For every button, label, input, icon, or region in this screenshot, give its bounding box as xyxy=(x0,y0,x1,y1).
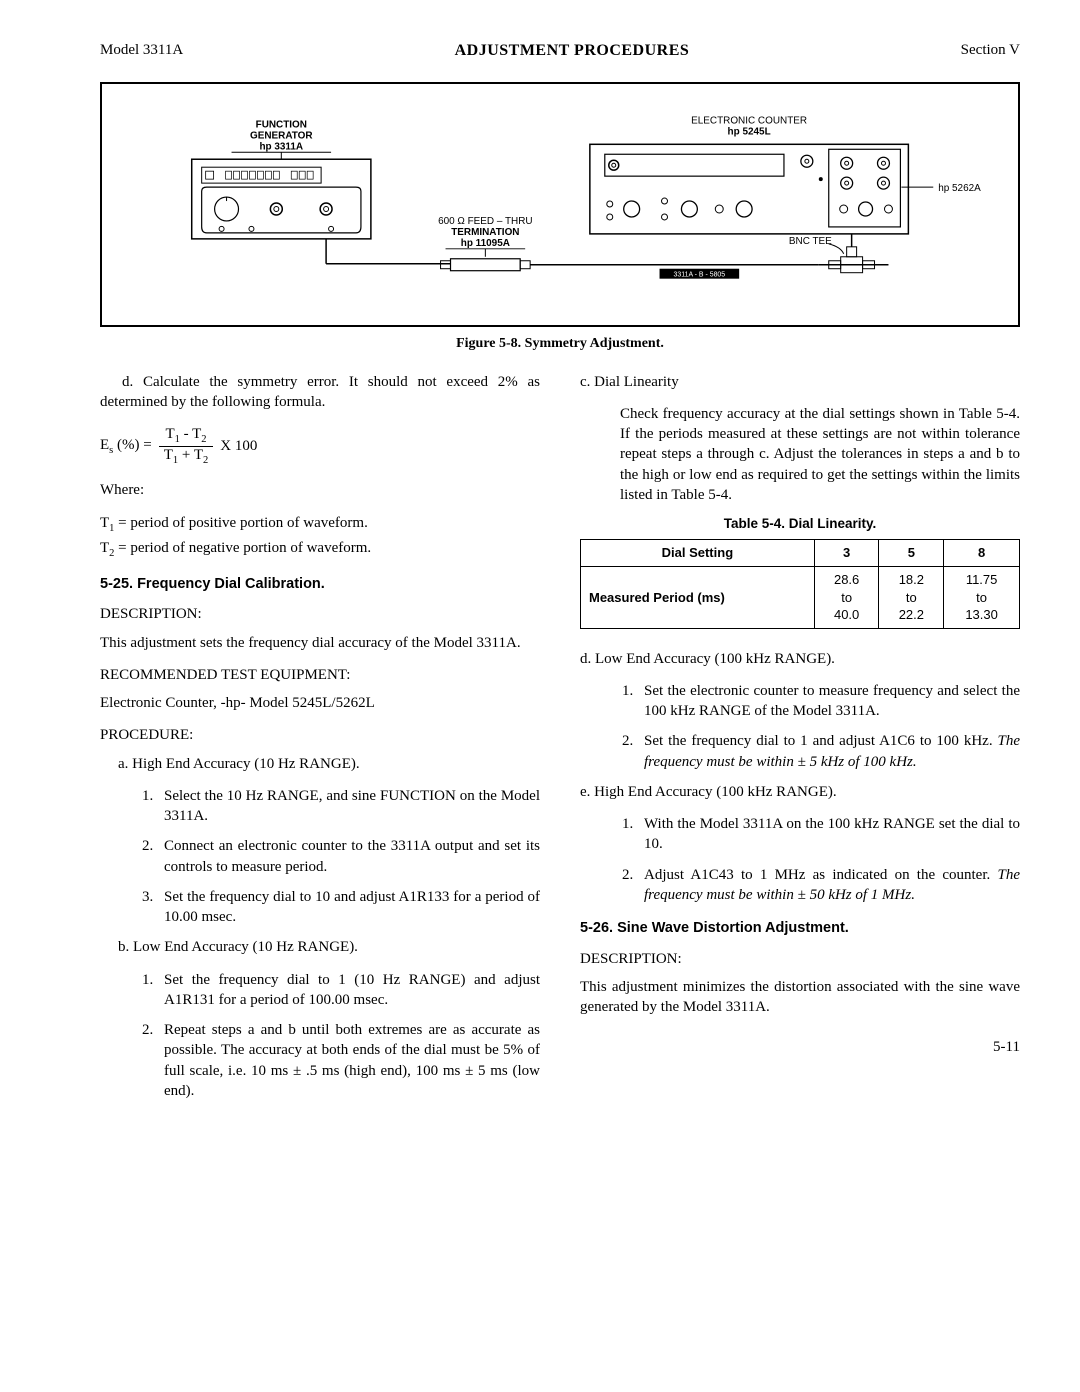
c3b: to xyxy=(976,590,987,605)
step-d2: 2. Set the frequency dial to 1 and adjus… xyxy=(622,731,1020,772)
step-a2: 2. Connect an electronic counter to the … xyxy=(142,836,540,877)
cell-8: 11.75 to 13.30 xyxy=(944,567,1020,629)
t2c: = period of negative portion of waveform… xyxy=(114,540,371,556)
where-label: Where: xyxy=(100,480,540,500)
fd: 2 xyxy=(201,434,206,445)
figure-caption: Figure 5-8. Symmetry Adjustment. xyxy=(100,335,1020,354)
fa: T xyxy=(165,426,174,442)
svg-text:600 Ω FEED – THRU: 600 Ω FEED – THRU xyxy=(438,216,533,227)
svg-text:BNC TEE: BNC TEE xyxy=(789,235,832,246)
pct: (%) = xyxy=(113,437,151,453)
header-left: Model 3311A xyxy=(100,40,183,62)
table-5-4-caption: Table 5-4. Dial Linearity. xyxy=(580,515,1020,533)
step-c-para: Check frequency accuracy at the dial set… xyxy=(580,404,1020,505)
svg-text:3311A - B - 5805: 3311A - B - 5805 xyxy=(674,271,726,278)
step-b1: 1. Set the frequency dial to 1 (10 Hz RA… xyxy=(142,970,540,1011)
step-e2: 2. Adjust A1C43 to 1 MHz as indicated on… xyxy=(622,865,1020,906)
step-a-head: a. High End Accuracy (10 Hz RANGE). xyxy=(100,754,540,774)
schematic-diagram: FUNCTION GENERATOR hp 3311A 600 Ω xyxy=(132,104,988,314)
c3c: 13.30 xyxy=(965,607,998,622)
step-a3: 3. Set the frequency dial to 10 and adju… xyxy=(142,887,540,928)
description2-heading: DESCRIPTION: xyxy=(580,949,1020,969)
c2b: to xyxy=(906,590,917,605)
step-a-list: 1. Select the 10 Hz RANGE, and sine FUNC… xyxy=(100,786,540,928)
es-label: E xyxy=(100,437,109,453)
t1c: = period of positive portion of waveform… xyxy=(114,515,367,531)
section-5-25: 5-25. Frequency Dial Calibration. xyxy=(100,575,540,595)
header-right: Section V xyxy=(961,40,1020,62)
svg-text:ELECTRONIC COUNTER: ELECTRONIC COUNTER xyxy=(691,115,807,126)
c1c: 40.0 xyxy=(834,607,859,622)
step-e-list: 1. With the Model 3311A on the 100 kHz R… xyxy=(580,814,1020,905)
step-b2: 2. Repeat steps a and b until both extre… xyxy=(142,1020,540,1101)
c1b: to xyxy=(841,590,852,605)
step-b-list: 1. Set the frequency dial to 1 (10 Hz RA… xyxy=(100,970,540,1102)
step-c-head: c. Dial Linearity xyxy=(580,372,1020,392)
page-number: 5-11 xyxy=(580,1037,1020,1057)
cell-3: 28.6 to 40.0 xyxy=(814,567,879,629)
right-column: c. Dial Linearity Check frequency accura… xyxy=(580,372,1020,1112)
c3a: 11.75 xyxy=(966,572,998,587)
left-column: d. Calculate the symmetry error. It shou… xyxy=(100,372,540,1112)
figure-5-8: FUNCTION GENERATOR hp 3311A 600 Ω xyxy=(100,82,1020,327)
x100: X 100 xyxy=(220,436,257,456)
svg-text:TERMINATION: TERMINATION xyxy=(451,226,519,237)
dial-linearity-table: Dial Setting 3 5 8 Measured Period (ms) … xyxy=(580,539,1020,628)
svg-text:hp 5262A: hp 5262A xyxy=(938,183,981,194)
step-d1: 1. Set the electronic counter to measure… xyxy=(622,681,1020,722)
c2a: 18.2 xyxy=(899,572,924,587)
svg-text:hp 3311A: hp 3311A xyxy=(259,141,303,152)
th-dial-setting: Dial Setting xyxy=(581,540,815,567)
step-a1: 1. Select the 10 Hz RANGE, and sine FUNC… xyxy=(142,786,540,827)
description-heading: DESCRIPTION: xyxy=(100,604,540,624)
description2-para: This adjustment minimizes the distortion… xyxy=(580,977,1020,1018)
rte-heading: RECOMMENDED TEST EQUIPMENT: xyxy=(100,665,540,685)
step-b-head: b. Low End Accuracy (10 Hz RANGE). xyxy=(100,937,540,957)
d2a: Set the frequency dial to 1 and adjust A… xyxy=(644,733,998,749)
step-e-head: e. High End Accuracy (100 kHz RANGE). xyxy=(580,782,1020,802)
t1-def: T1 = period of positive portion of wavef… xyxy=(100,513,540,536)
c1a: 28.6 xyxy=(834,572,859,587)
fc: - T xyxy=(180,426,201,442)
fe: T xyxy=(164,447,173,463)
fh: 2 xyxy=(203,455,208,466)
c2c: 22.2 xyxy=(899,607,924,622)
symmetry-formula: Es (%) = T1 - T2 T1 + T2 X 100 xyxy=(100,426,540,466)
cell-5: 18.2 to 22.2 xyxy=(879,567,944,629)
t2-def: T2 = period of negative portion of wavef… xyxy=(100,538,540,561)
section-5-26: 5-26. Sine Wave Distortion Adjustment. xyxy=(580,919,1020,939)
body-columns: d. Calculate the symmetry error. It shou… xyxy=(100,372,1020,1112)
step-e1: 1. With the Model 3311A on the 100 kHz R… xyxy=(622,814,1020,855)
t2a: T xyxy=(100,540,109,556)
th-8: 8 xyxy=(944,540,1020,567)
e2a: Adjust A1C43 to 1 MHz as indicated on th… xyxy=(644,867,998,883)
para-d-symmetry: d. Calculate the symmetry error. It shou… xyxy=(100,372,540,413)
description-para: This adjustment sets the frequency dial … xyxy=(100,633,540,653)
page-header: Model 3311A ADJUSTMENT PROCEDURES Sectio… xyxy=(100,40,1020,62)
header-center: ADJUSTMENT PROCEDURES xyxy=(455,40,690,62)
svg-text:GENERATOR: GENERATOR xyxy=(250,130,313,141)
svg-text:hp 5245L: hp 5245L xyxy=(728,126,771,137)
rte-para: Electronic Counter, -hp- Model 5245L/526… xyxy=(100,693,540,713)
th-3: 3 xyxy=(814,540,879,567)
svg-text:FUNCTION: FUNCTION xyxy=(256,119,307,130)
step-d-list: 1. Set the electronic counter to measure… xyxy=(580,681,1020,772)
step-d-head: d. Low End Accuracy (100 kHz RANGE). xyxy=(580,649,1020,669)
th-5: 5 xyxy=(879,540,944,567)
svg-text:hp 11095A: hp 11095A xyxy=(461,237,510,248)
row-label: Measured Period (ms) xyxy=(581,567,815,629)
t1a: T xyxy=(100,515,109,531)
fg: + T xyxy=(178,447,203,463)
procedure-heading: PROCEDURE: xyxy=(100,725,540,745)
